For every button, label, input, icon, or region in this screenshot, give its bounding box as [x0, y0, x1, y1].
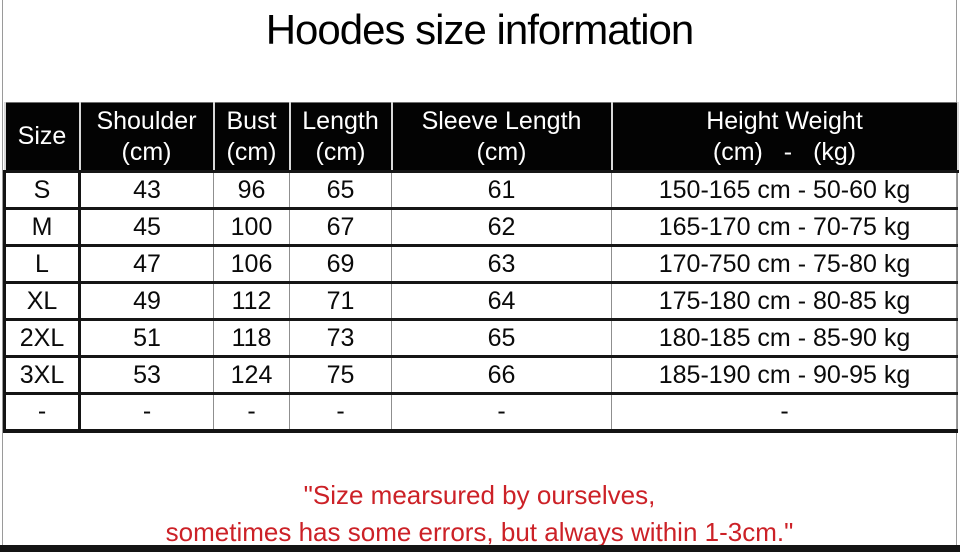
column-header-bust: Bust (cm) [212, 102, 291, 173]
table-cell: 73 [289, 318, 392, 358]
table-cell: XL [3, 281, 81, 321]
bottom-border-bar [0, 545, 960, 552]
column-header-sleeve-length: Sleeve Length (cm) [390, 102, 613, 173]
table-cell: M [3, 207, 81, 247]
table-cell: 51 [79, 318, 214, 358]
table-cell: 43 [79, 170, 214, 210]
header-row: Size Shoulder (cm) Bust (cm) Length (cm)… [3, 102, 959, 173]
table-row-xl: XL 49 112 71 64 175-180 cm - 80-85 kg [3, 281, 958, 321]
table-cell: - [391, 392, 612, 432]
table-cell: L [3, 244, 81, 284]
table-cell: 165-170 cm - 70-75 kg [611, 207, 958, 247]
table-row-l: L 47 106 69 63 170-750 cm - 75-80 kg [3, 244, 958, 284]
column-header-shoulder: Shoulder (cm) [78, 102, 215, 173]
table-cell: S [3, 170, 81, 210]
table-cell: 170-750 cm - 75-80 kg [611, 244, 958, 284]
table-cell: 112 [213, 281, 290, 321]
table-cell: 3XL [3, 355, 81, 395]
size-table-header: Size Shoulder (cm) Bust (cm) Length (cm)… [3, 102, 959, 173]
table-row-2xl: 2XL 51 118 73 65 180-185 cm - 85-90 kg [3, 318, 958, 358]
size-table: Size Shoulder (cm) Bust (cm) Length (cm)… [3, 102, 959, 433]
table-cell: 45 [79, 207, 214, 247]
disclaimer-line-1: "Size mearsured by ourselves, [303, 479, 656, 510]
table-cell: 71 [289, 281, 392, 321]
table-cell: 124 [213, 355, 290, 395]
table-cell: 63 [391, 244, 612, 284]
table-cell: 185-190 cm - 90-95 kg [611, 355, 958, 395]
table-cell: - [289, 392, 392, 432]
table-cell: 62 [391, 207, 612, 247]
table-cell: - [3, 392, 81, 432]
table-row-s: S 43 96 65 61 150-165 cm - 50-60 kg [3, 170, 958, 210]
table-cell: 65 [289, 170, 392, 210]
column-header-size: Size [3, 102, 81, 173]
table-cell: 180-185 cm - 85-90 kg [611, 318, 958, 358]
table-cell: 100 [213, 207, 290, 247]
table-cell: 49 [79, 281, 214, 321]
table-cell: 67 [289, 207, 392, 247]
table-cell: - [213, 392, 290, 432]
table-cell: 47 [79, 244, 214, 284]
column-header-height-weight: Height Weight (cm) - (kg) [610, 102, 959, 173]
table-cell: 61 [391, 170, 612, 210]
size-disclaimer: "Size mearsured by ourselves, sometimes … [3, 477, 956, 551]
table-row-dash: - - - - - - [3, 392, 958, 432]
table-cell: 106 [213, 244, 290, 284]
table-cell: - [79, 392, 214, 432]
table-cell: 96 [213, 170, 290, 210]
table-cell: 64 [391, 281, 612, 321]
table-cell: 75 [289, 355, 392, 395]
table-cell: 65 [391, 318, 612, 358]
table-cell: 69 [289, 244, 392, 284]
table-cell: 2XL [3, 318, 81, 358]
table-cell: 175-180 cm - 80-85 kg [611, 281, 958, 321]
disclaimer-line-2: sometimes has some errors, but always wi… [165, 516, 794, 547]
column-header-length: Length (cm) [288, 102, 393, 173]
table-cell: 118 [213, 318, 290, 358]
table-cell: 150-165 cm - 50-60 kg [611, 170, 958, 210]
table-row-3xl: 3XL 53 124 75 66 185-190 cm - 90-95 kg [3, 355, 958, 395]
table-row-m: M 45 100 67 62 165-170 cm - 70-75 kg [3, 207, 958, 247]
table-cell: 66 [391, 355, 612, 395]
table-cell: 53 [79, 355, 214, 395]
table-cell: - [611, 392, 958, 432]
page-title: Hoodes size information [265, 6, 695, 53]
